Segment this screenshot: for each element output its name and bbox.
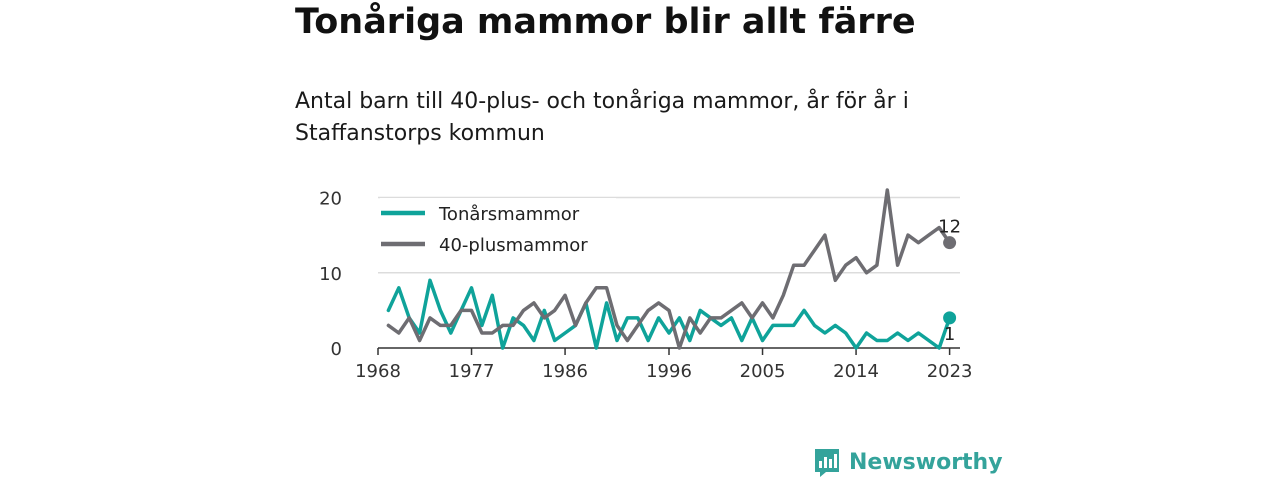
newsworthy-logo-icon — [815, 449, 839, 477]
chart-subtitle: Antal barn till 40-plus- och tonåriga ma… — [295, 89, 909, 146]
line-chart: 1968 1977 1986 1996 2005 2014 2023 0 10 20 1 12 T… — [319, 188, 973, 382]
x-tick-label: 1977 — [449, 361, 495, 382]
end-markers: 1 12 — [938, 217, 961, 345]
end-point-marker — [943, 236, 957, 250]
x-tick-label: 1996 — [646, 361, 692, 382]
x-tick-label: 1986 — [542, 361, 588, 382]
end-point-marker — [943, 311, 957, 325]
x-tick-label: 2014 — [833, 361, 879, 382]
end-value-label: 1 — [944, 324, 955, 345]
x-tick-label: 2023 — [927, 361, 973, 382]
grid-lines — [378, 196, 960, 274]
x-axis: 1968 1977 1986 1996 2005 2014 2023 — [355, 347, 973, 382]
brand-name: Newsworthy — [849, 449, 1003, 475]
end-value-label: 12 — [938, 217, 961, 238]
legend-label: Tonårsmammor — [438, 204, 580, 225]
legend: Tonårsmammor 40-plusmammor — [380, 198, 616, 259]
chart-title: Tonåriga mammor blir allt färre — [295, 2, 916, 42]
y-tick-label: 0 — [331, 339, 342, 360]
series-lines — [386, 188, 952, 350]
newsworthy-logo: Newsworthy — [813, 446, 1003, 478]
y-tick-label: 20 — [319, 189, 342, 210]
y-axis-labels: 0 10 20 — [319, 189, 342, 360]
series-line — [386, 278, 952, 350]
x-tick-label: 2005 — [740, 361, 786, 382]
legend-label: 40-plusmammor — [439, 235, 588, 256]
y-tick-label: 10 — [319, 264, 342, 285]
x-tick-label: 1968 — [355, 361, 401, 382]
series-line — [386, 188, 952, 350]
